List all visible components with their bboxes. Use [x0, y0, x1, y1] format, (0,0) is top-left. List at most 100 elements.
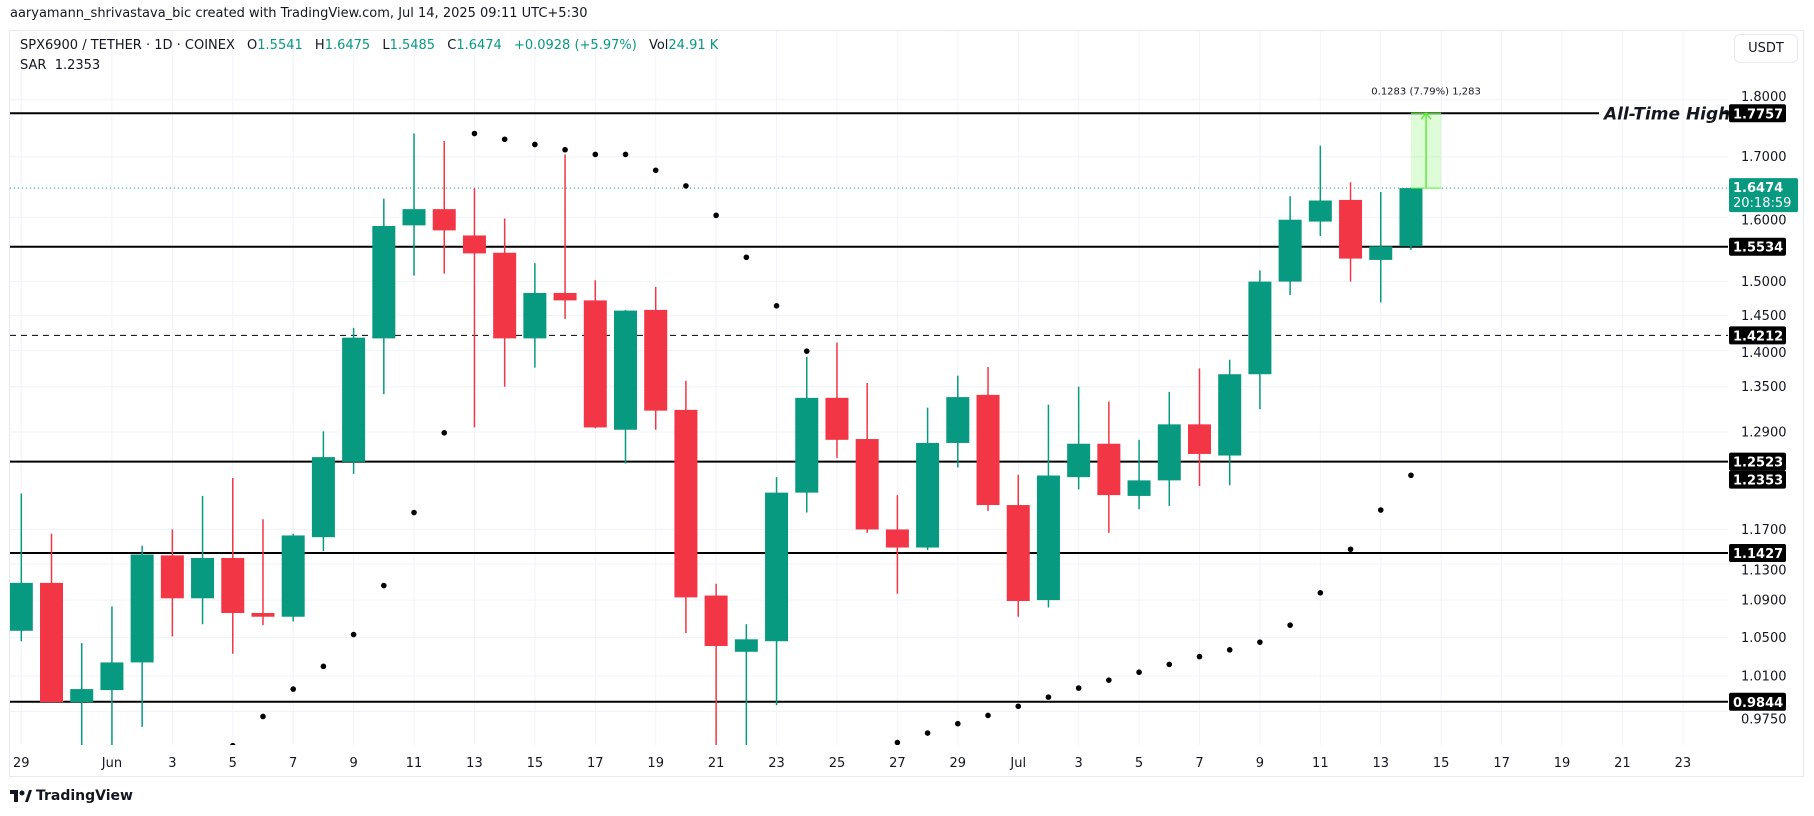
price-badge-label: 1.1427 — [1733, 547, 1783, 562]
candle-2025-06-06 — [251, 519, 275, 626]
candle-body — [10, 582, 33, 631]
candle-body — [1127, 480, 1151, 496]
date-tick-label: 7 — [289, 756, 297, 771]
sar-dot — [230, 742, 236, 745]
tradingview-logo[interactable]: TradingView — [10, 788, 133, 804]
all-time-high-label: All-Time High — [1602, 104, 1730, 124]
candle-2025-06-14 — [493, 218, 517, 387]
currency-button[interactable]: USDT — [1734, 34, 1798, 63]
sar-legend[interactable]: SAR 1.2353 — [20, 58, 100, 73]
last-price-label: 1.6474 — [1733, 181, 1783, 196]
price-axis-badges: 1.7757 1.5534 1.4212 1.2523 1.1427 0.9844 1.23… — [1729, 104, 1798, 711]
sar-dot — [592, 151, 599, 158]
candle-2025-07-07 — [1187, 368, 1211, 487]
price-badge — [1729, 452, 1786, 471]
candle-2025-06-08 — [311, 431, 335, 552]
sar-dot — [1287, 622, 1293, 628]
date-tick-label: 19 — [647, 756, 664, 771]
candle-2025-06-29 — [946, 375, 970, 468]
candle-2025-06-30 — [976, 366, 1000, 511]
candle-body — [191, 558, 215, 599]
sar-dot — [924, 730, 931, 736]
date-tick-label: 15 — [1433, 756, 1450, 771]
price-tick-label: 0.9750 — [1741, 712, 1787, 727]
sar-value: 1.2353 — [54, 58, 101, 73]
price-badge — [1729, 237, 1786, 256]
price-tick-label: 1.6000 — [1741, 214, 1787, 229]
candle-2025-06-20 — [674, 380, 698, 634]
candle-2025-05-31 — [70, 643, 94, 745]
candle-body — [1036, 475, 1060, 601]
date-tick-label: 13 — [1372, 756, 1389, 771]
date-tick-label: 5 — [1135, 756, 1143, 771]
sar-dot — [713, 212, 719, 219]
symbol-info[interactable]: SPX6900 / TETHER · 1D · COINEX — [20, 38, 235, 53]
candle-2025-07-05 — [1127, 439, 1151, 510]
candle-2025-06-13 — [462, 188, 486, 428]
candle-body — [1399, 188, 1423, 247]
change-value: +0.0928 (+5.97%) — [513, 38, 637, 53]
sar-dot — [562, 146, 568, 153]
sar-dot — [471, 130, 478, 137]
date-tick-label: 11 — [406, 756, 423, 771]
sar-dot — [1166, 661, 1173, 668]
date-tick-label: 11 — [1312, 756, 1329, 771]
sar-dot — [1347, 546, 1354, 553]
candle-body — [674, 409, 698, 598]
sar-dot — [683, 183, 689, 189]
candle-body — [916, 442, 940, 548]
sar-price-badge-label: 1.2353 — [1733, 474, 1783, 489]
price-axis[interactable]: 1.8000 1.7000 1.6000 1.5000 1.4500 1.4000 1.35… — [1741, 90, 1787, 728]
date-tick-label: 21 — [708, 756, 725, 771]
candle-2025-06-10 — [372, 198, 396, 395]
chart-credit: aaryamann_shrivastava_bic created with T… — [10, 6, 588, 21]
low-value: 1.5485 — [389, 38, 436, 53]
date-tick-label: 3 — [1075, 756, 1083, 771]
candle-2025-06-24 — [795, 356, 819, 513]
candle-2025-07-03 — [1067, 386, 1091, 490]
candle-body — [1187, 424, 1211, 454]
price-range-measure[interactable]: 0.1283 (7.79%) 1,283 — [1371, 86, 1481, 189]
price-badge — [1729, 104, 1786, 123]
candle-2025-07-12 — [1339, 182, 1363, 282]
sar-dot — [652, 167, 659, 174]
date-tick-label: 17 — [587, 756, 604, 771]
candle-2025-05-29 — [10, 493, 33, 642]
sar-dot — [501, 136, 508, 143]
chart-frame — [9, 30, 1804, 777]
date-tick-label: 5 — [229, 756, 237, 771]
price-badge — [1729, 692, 1786, 711]
sar-dot — [1257, 639, 1263, 645]
candle-2025-06-09 — [342, 327, 366, 474]
date-tick-label: 23 — [768, 756, 785, 771]
candle-body — [432, 209, 456, 231]
candle-2025-06-23 — [765, 477, 789, 706]
candle-2025-06-28 — [916, 407, 940, 551]
price-badge — [1729, 544, 1786, 563]
candle-2025-06-12 — [432, 141, 456, 274]
grid — [10, 31, 1728, 745]
date-tick-label: 13 — [466, 756, 483, 771]
price-tick-label: 1.0100 — [1741, 670, 1787, 685]
candle-2025-07-06 — [1157, 391, 1181, 506]
price-badge — [1729, 326, 1786, 345]
candle-2025-06-15 — [523, 263, 547, 368]
candle-body — [1278, 219, 1302, 282]
candle-2025-06-16 — [553, 154, 577, 319]
candle-body — [825, 397, 849, 440]
candle-body — [855, 439, 879, 530]
candle-2025-06-19 — [644, 286, 668, 430]
close-label: C — [447, 38, 457, 53]
sar-dot — [1408, 472, 1414, 479]
price-tick-label: 1.4500 — [1741, 309, 1787, 324]
sar-dot — [1015, 703, 1022, 710]
candle-2025-07-08 — [1218, 359, 1242, 486]
candle-body — [160, 555, 184, 599]
sar-dot — [411, 509, 417, 516]
date-tick-label: 9 — [1256, 756, 1264, 771]
time-axis[interactable]: 29 Jun 3 5 7 9 11 13 15 17 19 21 23 25 27 29 Jul 3 5 7 9 11 13… — [13, 756, 1691, 771]
volume-label: Vol — [648, 38, 669, 53]
candle-body — [523, 292, 547, 339]
candle-body — [40, 582, 64, 703]
